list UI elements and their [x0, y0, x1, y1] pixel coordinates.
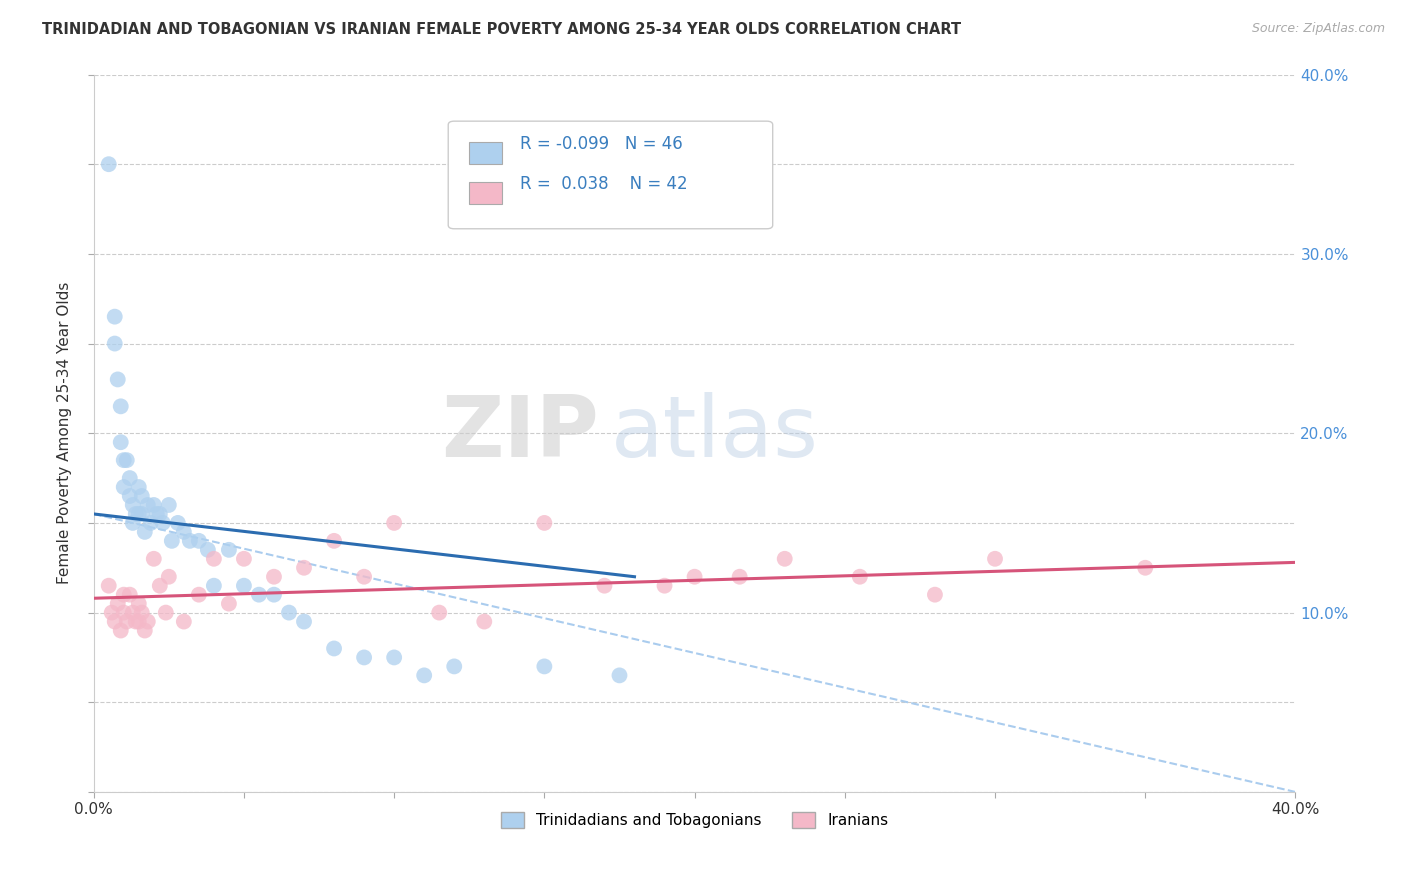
- Point: [166, 516, 188, 530]
- Point: [149, 507, 172, 521]
- Legend: Trinidadians and Tobagonians, Iranians: Trinidadians and Tobagonians, Iranians: [495, 806, 894, 835]
- Point: [173, 524, 195, 539]
- Point: [232, 579, 254, 593]
- Point: [118, 471, 141, 485]
- Point: [97, 157, 120, 171]
- FancyBboxPatch shape: [468, 182, 502, 203]
- Point: [128, 480, 150, 494]
- Point: [110, 624, 132, 638]
- Point: [263, 570, 285, 584]
- Point: [323, 641, 346, 656]
- Point: [131, 507, 153, 521]
- Point: [121, 606, 143, 620]
- Point: [413, 668, 436, 682]
- Point: [353, 570, 375, 584]
- Point: [142, 551, 165, 566]
- Point: [121, 498, 143, 512]
- Point: [187, 533, 209, 548]
- Point: [136, 615, 159, 629]
- Point: [924, 588, 946, 602]
- Point: [115, 453, 138, 467]
- Text: atlas: atlas: [610, 392, 818, 475]
- Point: [353, 650, 375, 665]
- Point: [155, 606, 177, 620]
- Point: [104, 615, 127, 629]
- Point: [157, 498, 180, 512]
- Point: [128, 615, 150, 629]
- Point: [97, 579, 120, 593]
- Point: [1135, 561, 1157, 575]
- Point: [115, 615, 138, 629]
- Point: [654, 579, 676, 593]
- Point: [202, 579, 225, 593]
- Point: [533, 659, 555, 673]
- Point: [849, 570, 872, 584]
- Point: [121, 516, 143, 530]
- Point: [112, 453, 135, 467]
- FancyBboxPatch shape: [468, 142, 502, 164]
- Point: [187, 588, 209, 602]
- FancyBboxPatch shape: [449, 121, 773, 228]
- Point: [382, 650, 405, 665]
- Point: [134, 524, 156, 539]
- Point: [292, 615, 315, 629]
- Point: [107, 372, 129, 386]
- Point: [112, 480, 135, 494]
- Point: [593, 579, 616, 593]
- Point: [110, 400, 132, 414]
- Point: [110, 435, 132, 450]
- Point: [118, 588, 141, 602]
- Point: [125, 507, 148, 521]
- Point: [278, 606, 301, 620]
- Point: [139, 516, 162, 530]
- Point: [112, 606, 135, 620]
- Point: [382, 516, 405, 530]
- Point: [218, 597, 240, 611]
- Point: [134, 624, 156, 638]
- Point: [247, 588, 270, 602]
- Point: [157, 570, 180, 584]
- Point: [683, 570, 706, 584]
- Point: [160, 533, 183, 548]
- Point: [142, 498, 165, 512]
- Point: [104, 310, 127, 324]
- Point: [146, 507, 169, 521]
- Point: [131, 606, 153, 620]
- Point: [131, 489, 153, 503]
- Point: [533, 516, 555, 530]
- Point: [202, 551, 225, 566]
- Point: [323, 533, 346, 548]
- Point: [100, 606, 122, 620]
- Point: [128, 507, 150, 521]
- Point: [179, 533, 201, 548]
- Text: R =  0.038    N = 42: R = 0.038 N = 42: [520, 175, 688, 193]
- Text: TRINIDADIAN AND TOBAGONIAN VS IRANIAN FEMALE POVERTY AMONG 25-34 YEAR OLDS CORRE: TRINIDADIAN AND TOBAGONIAN VS IRANIAN FE…: [42, 22, 962, 37]
- Point: [125, 615, 148, 629]
- Point: [218, 542, 240, 557]
- Point: [128, 597, 150, 611]
- Point: [173, 615, 195, 629]
- Point: [118, 489, 141, 503]
- Point: [292, 561, 315, 575]
- Point: [136, 498, 159, 512]
- Point: [149, 579, 172, 593]
- Point: [773, 551, 796, 566]
- Point: [427, 606, 450, 620]
- Text: ZIP: ZIP: [440, 392, 599, 475]
- Point: [152, 516, 174, 530]
- Point: [609, 668, 631, 682]
- Point: [197, 542, 219, 557]
- Point: [112, 588, 135, 602]
- Point: [728, 570, 751, 584]
- Text: Source: ZipAtlas.com: Source: ZipAtlas.com: [1251, 22, 1385, 36]
- Point: [232, 551, 254, 566]
- Point: [472, 615, 495, 629]
- Y-axis label: Female Poverty Among 25-34 Year Olds: Female Poverty Among 25-34 Year Olds: [58, 282, 72, 584]
- Point: [104, 336, 127, 351]
- Point: [443, 659, 465, 673]
- Point: [984, 551, 1007, 566]
- Point: [107, 597, 129, 611]
- Point: [263, 588, 285, 602]
- Text: R = -0.099   N = 46: R = -0.099 N = 46: [520, 135, 683, 153]
